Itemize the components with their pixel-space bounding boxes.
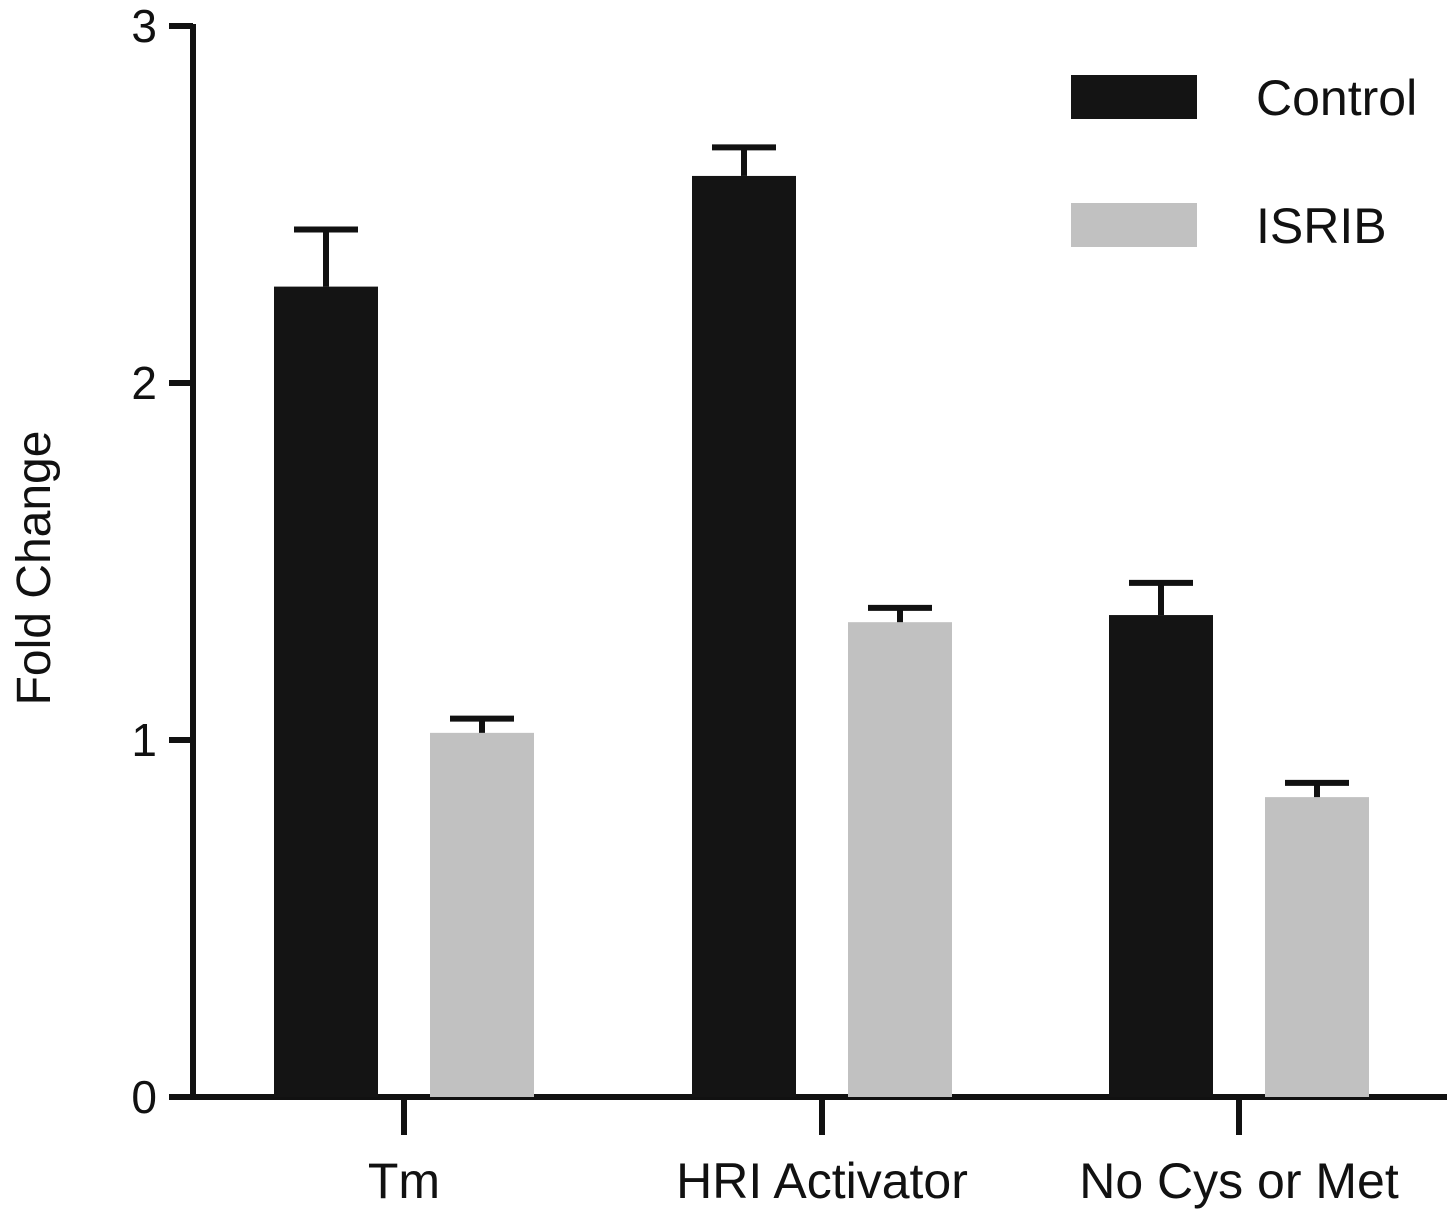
bar-isrib-1: [848, 622, 952, 1097]
y-tick-label: 2: [131, 357, 157, 409]
bar-control-2: [1109, 615, 1213, 1097]
bar-control-0: [274, 286, 378, 1097]
tick-labels: 0 1 2 3 Tm HRI Activator No Cys or Met: [131, 0, 1398, 1209]
bar-isrib-2: [1265, 797, 1369, 1097]
legend: Control ISRIB: [1071, 70, 1417, 254]
category-label: HRI Activator: [676, 1153, 968, 1209]
bar-isrib-0: [430, 732, 534, 1097]
axes: [169, 23, 1447, 1135]
legend-swatch-control: [1071, 75, 1197, 119]
legend-swatch-isrib: [1071, 203, 1197, 247]
y-axis-title: Fold Change: [8, 431, 61, 706]
bar-control-1: [692, 175, 796, 1097]
legend-label-control: Control: [1256, 70, 1417, 126]
legend-label-isrib: ISRIB: [1256, 198, 1387, 254]
error-bars: [294, 144, 1349, 798]
y-tick-label: 0: [131, 1071, 157, 1123]
category-label: Tm: [368, 1153, 440, 1209]
y-tick-label: 1: [131, 714, 157, 766]
category-label: No Cys or Met: [1079, 1153, 1399, 1209]
bars: [274, 175, 1369, 1097]
y-tick-label: 3: [131, 0, 157, 52]
